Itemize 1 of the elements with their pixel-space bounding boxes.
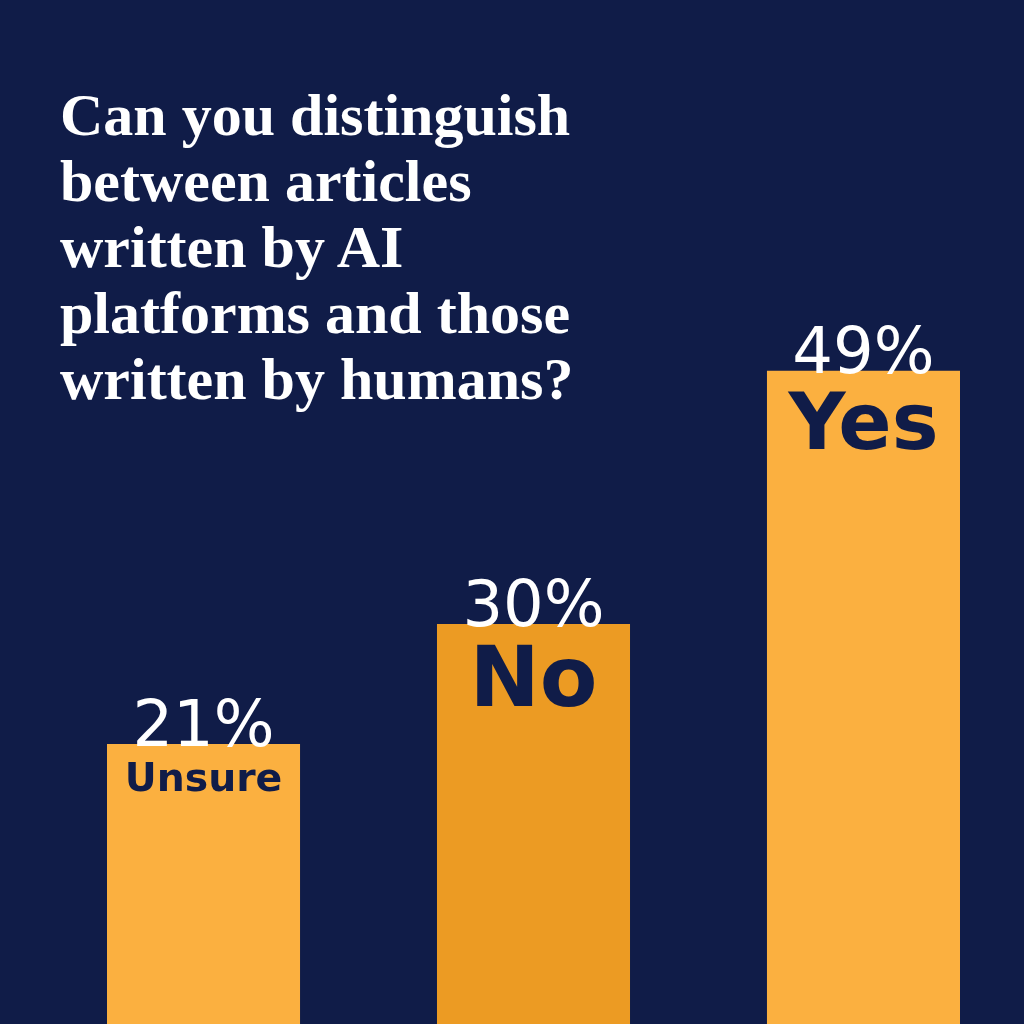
chart-title: Can you distinguish between articles written by AI platforms and those written by humans? bbox=[60, 82, 574, 412]
